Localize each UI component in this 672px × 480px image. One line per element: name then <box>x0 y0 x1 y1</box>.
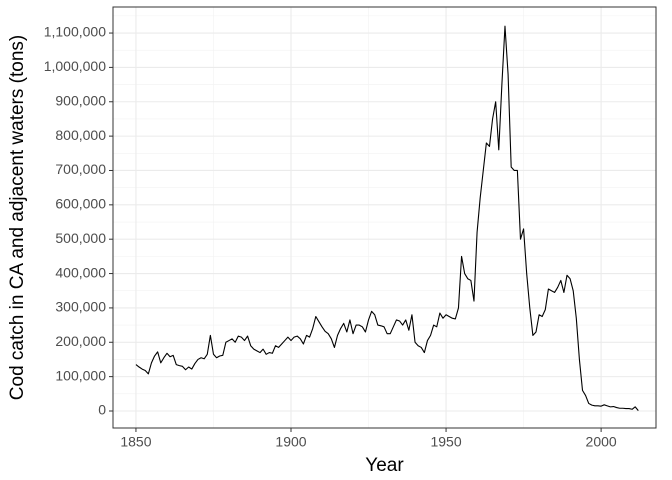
y-tick-label: 1,000,000 <box>44 58 106 74</box>
x-tick-label: 1850 <box>120 434 151 450</box>
x-tick-label: 1900 <box>275 434 306 450</box>
y-tick-label: 300,000 <box>55 299 106 315</box>
y-tick-label: 400,000 <box>55 264 106 280</box>
y-axis-title: Cod catch in CA and adjacent waters (ton… <box>7 35 28 400</box>
x-tick-label: 1950 <box>430 434 461 450</box>
y-tick-label: 700,000 <box>55 161 106 177</box>
y-tick-label: 1,100,000 <box>44 24 106 40</box>
y-tick-label: 800,000 <box>55 127 106 143</box>
y-tick-label: 100,000 <box>55 367 106 383</box>
y-tick-label: 900,000 <box>55 92 106 108</box>
y-tick-label: 200,000 <box>55 333 106 349</box>
line <box>135 25 639 411</box>
grid <box>113 7 656 428</box>
panel-border <box>112 6 657 429</box>
y-tick-label: 500,000 <box>55 230 106 246</box>
y-tick-label: 0 <box>98 402 106 418</box>
y-tick-label: 600,000 <box>55 196 106 212</box>
x-tick-label: 2000 <box>586 434 617 450</box>
x-axis-title: Year <box>365 455 404 476</box>
plot-area <box>135 25 639 411</box>
